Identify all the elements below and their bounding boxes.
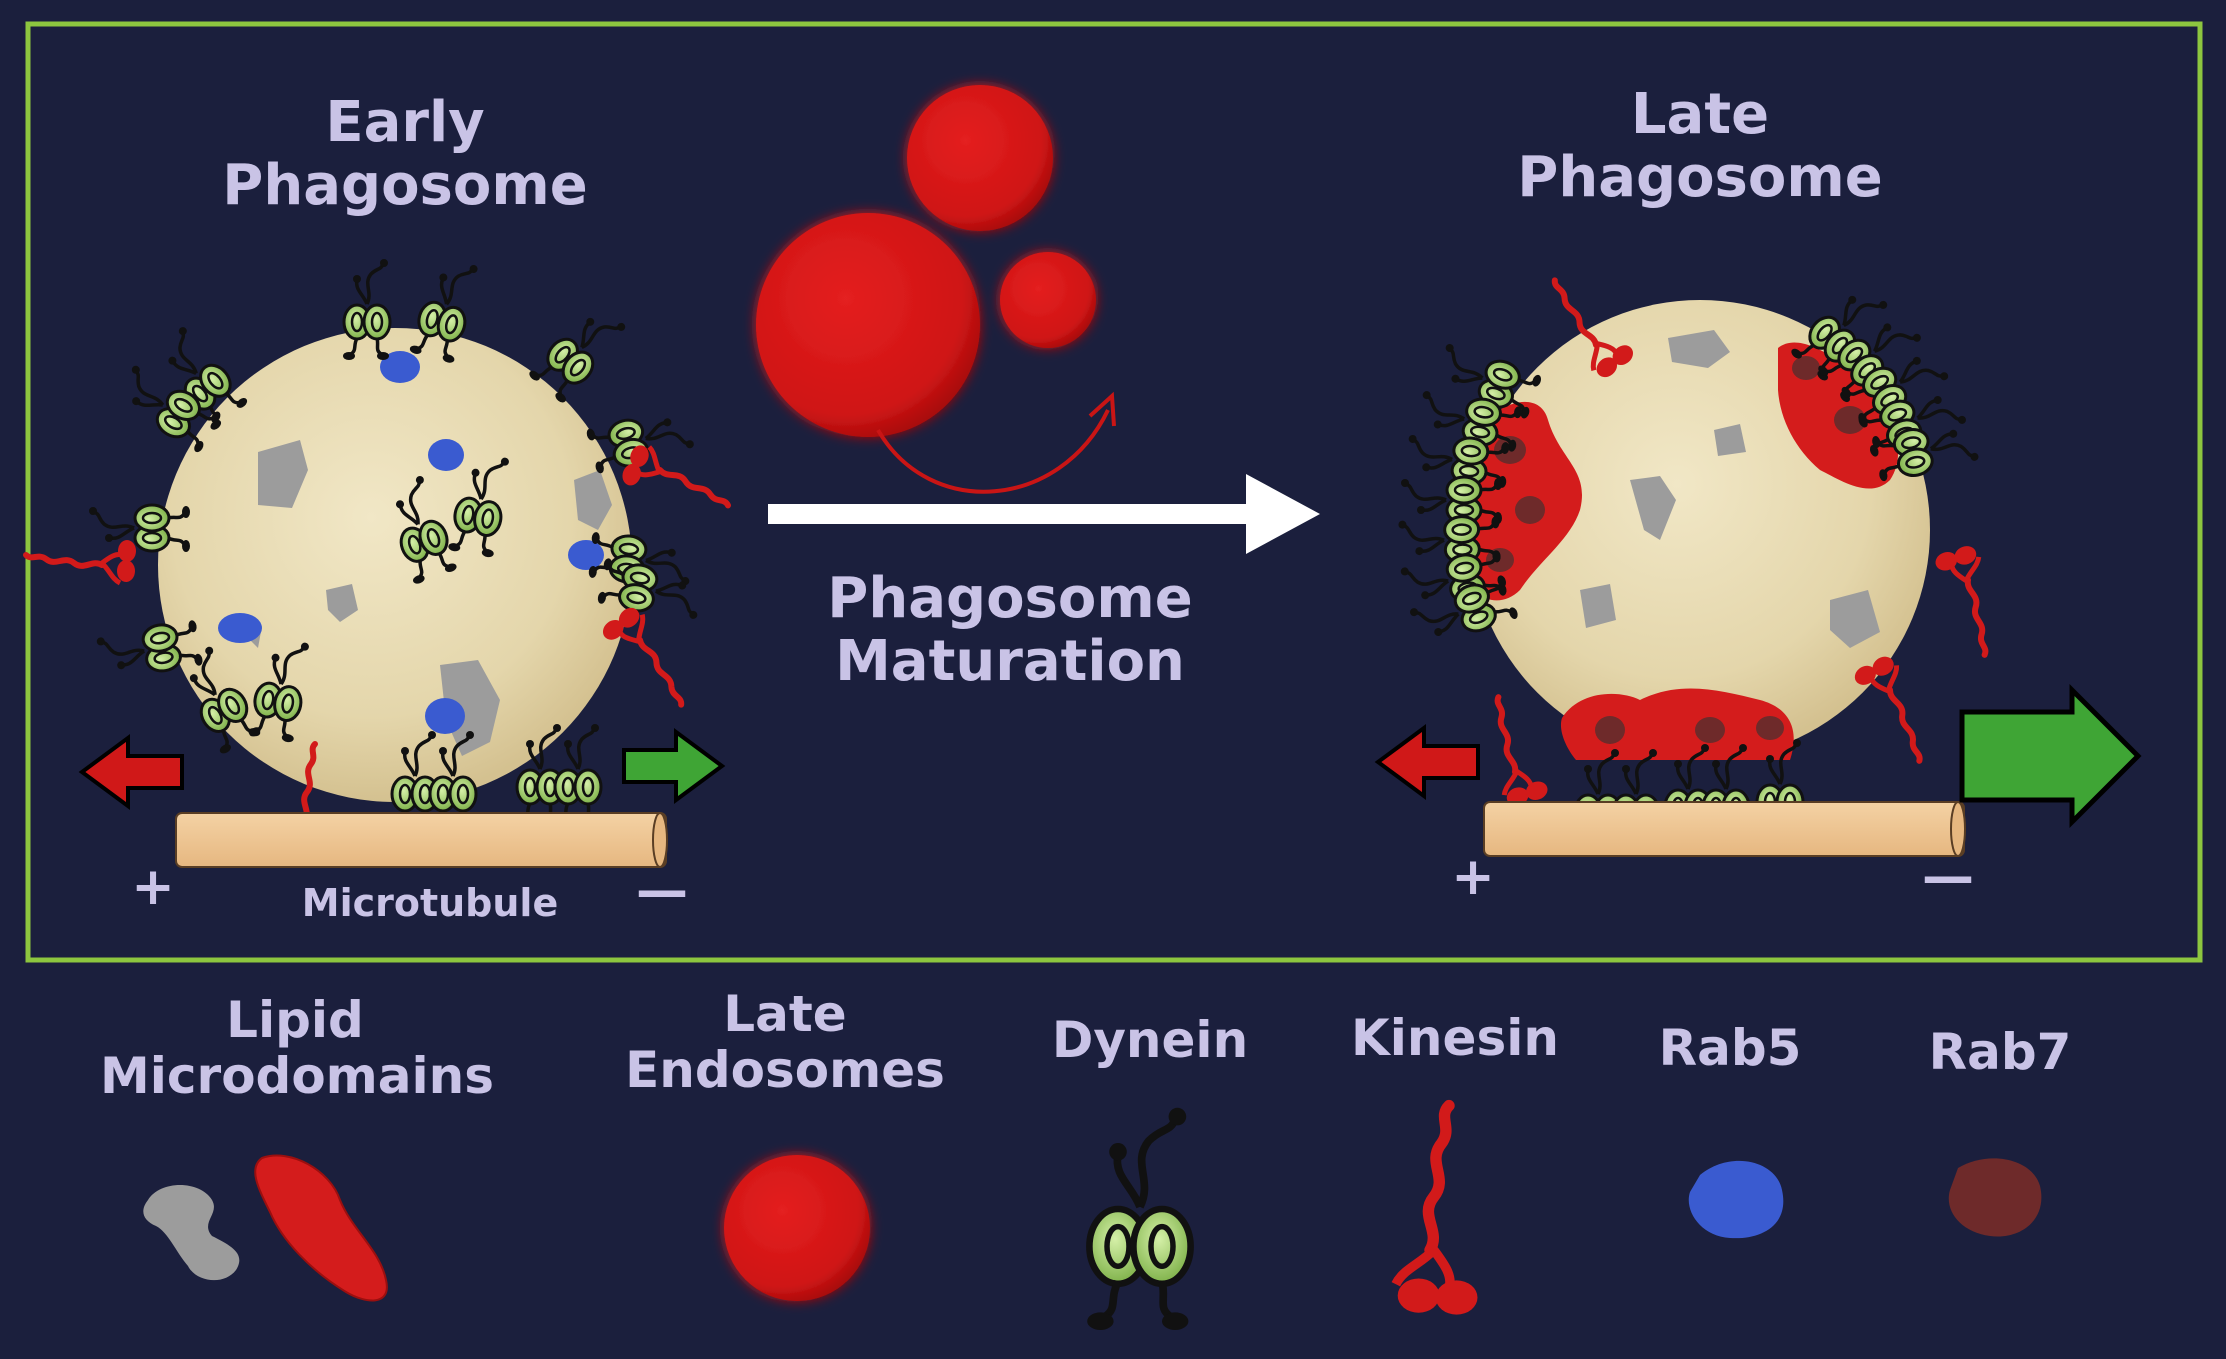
- rab5-icon: [568, 540, 604, 570]
- early-phagosome-body: [158, 328, 632, 802]
- maturation-line-2: Maturation: [835, 628, 1185, 694]
- minus-sign-early: —: [636, 861, 688, 921]
- legend-lipid-line-2: Microdomains: [100, 1047, 495, 1105]
- late-title-line-1: Late: [1630, 82, 1770, 147]
- legend-dynein-label: Dynein: [1051, 1011, 1249, 1069]
- legend-kinesin-label: Kinesin: [1351, 1009, 1559, 1067]
- maturation-arrow: [768, 474, 1320, 554]
- legend-lipid-raft-grey: [143, 1185, 240, 1281]
- minus-sign-late: —: [1922, 847, 1974, 907]
- late-title-line-2: Phagosome: [1517, 144, 1883, 210]
- legend-endosomes-line-1: Late: [723, 985, 847, 1043]
- panel-border: [25, 21, 2203, 963]
- lipid-raft-icon: [1830, 590, 1880, 648]
- rab7-icon: [1792, 356, 1820, 380]
- red-arrow-left-early: [78, 734, 184, 810]
- late-phagosome: [1396, 271, 2011, 852]
- lipid-raft-icon: [1668, 330, 1730, 368]
- early-microtubule: [175, 812, 668, 868]
- lipid-raft-icon: [1630, 476, 1676, 540]
- green-arrow-right-early: [622, 728, 726, 804]
- lipid-domain-red: [1560, 688, 1794, 760]
- lipid-raft-icon: [326, 584, 358, 622]
- rab5-icon: [380, 351, 420, 383]
- green-arrow-right-late: [1959, 683, 2142, 829]
- lipid-raft-icon: [1714, 424, 1746, 456]
- maturation-label: Phagosome Maturation: [820, 566, 1200, 694]
- legend-lipid-domain-red: [254, 1154, 388, 1302]
- late-endosome-icon: [1000, 252, 1096, 348]
- legend-rab7-icon: [1948, 1158, 2042, 1237]
- lipid-raft-icon: [440, 660, 500, 756]
- plus-sign-late: +: [1451, 847, 1495, 907]
- late-microtubule: [1483, 801, 1966, 857]
- lipid-raft-icon: [574, 470, 612, 530]
- legend-rab7-label: Rab7: [1928, 1023, 2072, 1081]
- legend-lipid-line-1: Lipid: [226, 991, 364, 1049]
- early-phagosome: [26, 252, 738, 854]
- legend-late-endosome-icon: [724, 1155, 870, 1301]
- rab5-icon: [428, 439, 464, 471]
- late-endosome-icon: [907, 85, 1053, 231]
- maturation-line-1: Phagosome: [827, 566, 1193, 631]
- legend-rab5-icon: [1688, 1160, 1784, 1239]
- rab7-icon: [1515, 496, 1545, 524]
- red-arrow-left-late: [1374, 724, 1480, 800]
- rab7-icon: [1834, 406, 1866, 434]
- rab7-icon: [1595, 716, 1625, 744]
- legend-lipid-label: Lipid Microdomains: [100, 991, 495, 1105]
- fusion-arrow: [876, 409, 1110, 494]
- plus-sign-early: +: [131, 857, 175, 917]
- late-endosome-icon: [756, 213, 980, 437]
- early-title-line-2: Phagosome: [222, 152, 588, 218]
- late-phagosome-title: Late Phagosome: [1515, 82, 1885, 210]
- rab5-icon: [218, 613, 262, 643]
- legend-rab5-label: Rab5: [1658, 1019, 1802, 1077]
- microtubule-label: Microtubule: [301, 881, 559, 925]
- early-phagosome-title: Early Phagosome: [220, 90, 590, 218]
- rab7-icon: [1695, 717, 1725, 743]
- rab5-icon: [425, 698, 465, 734]
- lipid-raft-icon: [1580, 584, 1616, 628]
- early-title-line-1: Early: [325, 90, 485, 155]
- legend-endosomes-line-2: Endosomes: [625, 1041, 945, 1099]
- late-endosomes-cluster: [756, 85, 1096, 437]
- lipid-raft-icon: [258, 440, 308, 508]
- rab7-icon: [1756, 716, 1784, 740]
- legend-late-endosomes-label: Late Endosomes: [620, 986, 950, 1098]
